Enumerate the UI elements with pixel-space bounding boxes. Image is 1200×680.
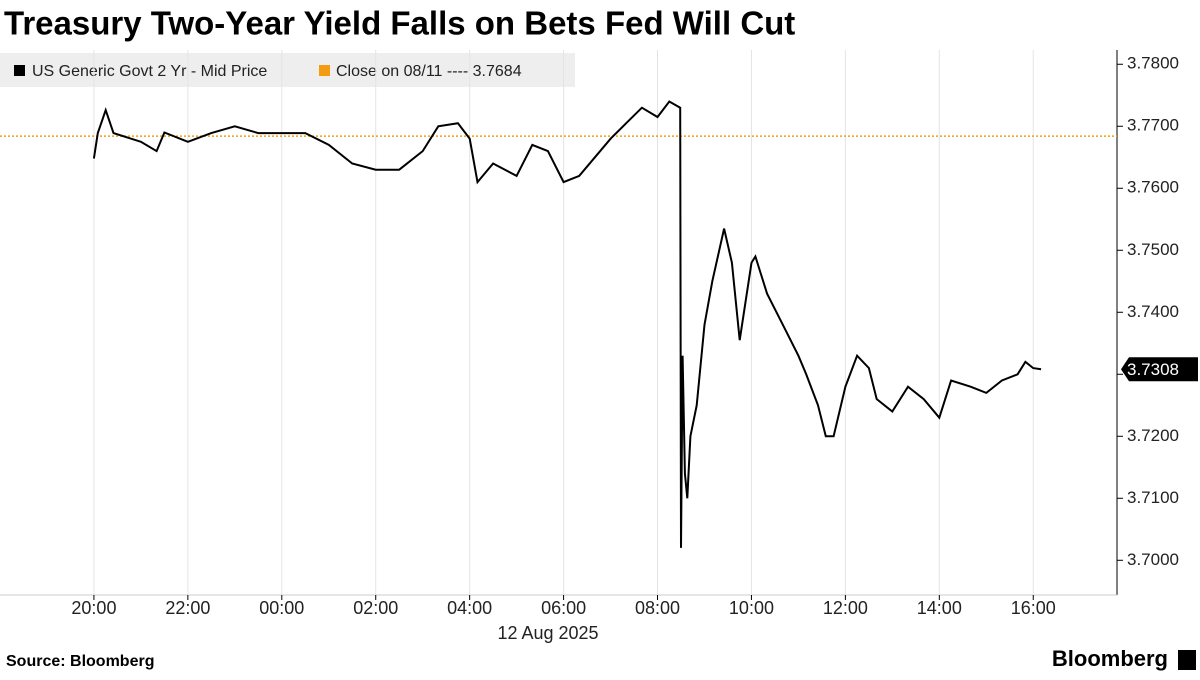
x-tick-label: 06:00 (541, 598, 586, 618)
brand: Bloomberg (1052, 646, 1168, 671)
y-tick-label: 3.7000 (1127, 550, 1179, 569)
y-tick-label: 3.7600 (1127, 178, 1179, 197)
x-tick-label: 20:00 (71, 598, 116, 618)
x-tick-label: 10:00 (729, 598, 774, 618)
legend-label: Close on 08/11 ---- 3.7684 (336, 63, 522, 80)
x-tick-label: 14:00 (917, 598, 962, 618)
last-value-tag (1121, 357, 1198, 382)
legend-swatch (319, 65, 330, 76)
last-value-label: 3.7308 (1127, 360, 1179, 379)
y-tick-label: 3.7200 (1127, 426, 1179, 445)
y-tick-label: 3.7400 (1127, 302, 1179, 321)
x-tick-label: 02:00 (353, 598, 398, 618)
y-tick-label: 3.7100 (1127, 488, 1179, 507)
legend-label: US Generic Govt 2 Yr - Mid Price (32, 63, 267, 80)
x-tick-label: 12:00 (823, 598, 868, 618)
y-tick-label: 3.7700 (1127, 116, 1179, 135)
chart-title: Treasury Two-Year Yield Falls on Bets Fe… (4, 5, 795, 42)
x-tick-label: 16:00 (1011, 598, 1056, 618)
y-tick-label: 3.7800 (1127, 54, 1179, 73)
legend-swatch (14, 65, 25, 76)
source: Source: Bloomberg (6, 653, 154, 670)
x-tick-label: 04:00 (447, 598, 492, 618)
y-tick-label: 3.7500 (1127, 240, 1179, 259)
x-tick-label: 00:00 (259, 598, 304, 618)
x-tick-label: 22:00 (165, 598, 210, 618)
brand-icon (1178, 650, 1196, 670)
legend-bg (0, 53, 575, 87)
x-tick-label: 08:00 (635, 598, 680, 618)
x-sublabel: 12 Aug 2025 (497, 623, 598, 643)
series-line (92, 100, 1042, 548)
